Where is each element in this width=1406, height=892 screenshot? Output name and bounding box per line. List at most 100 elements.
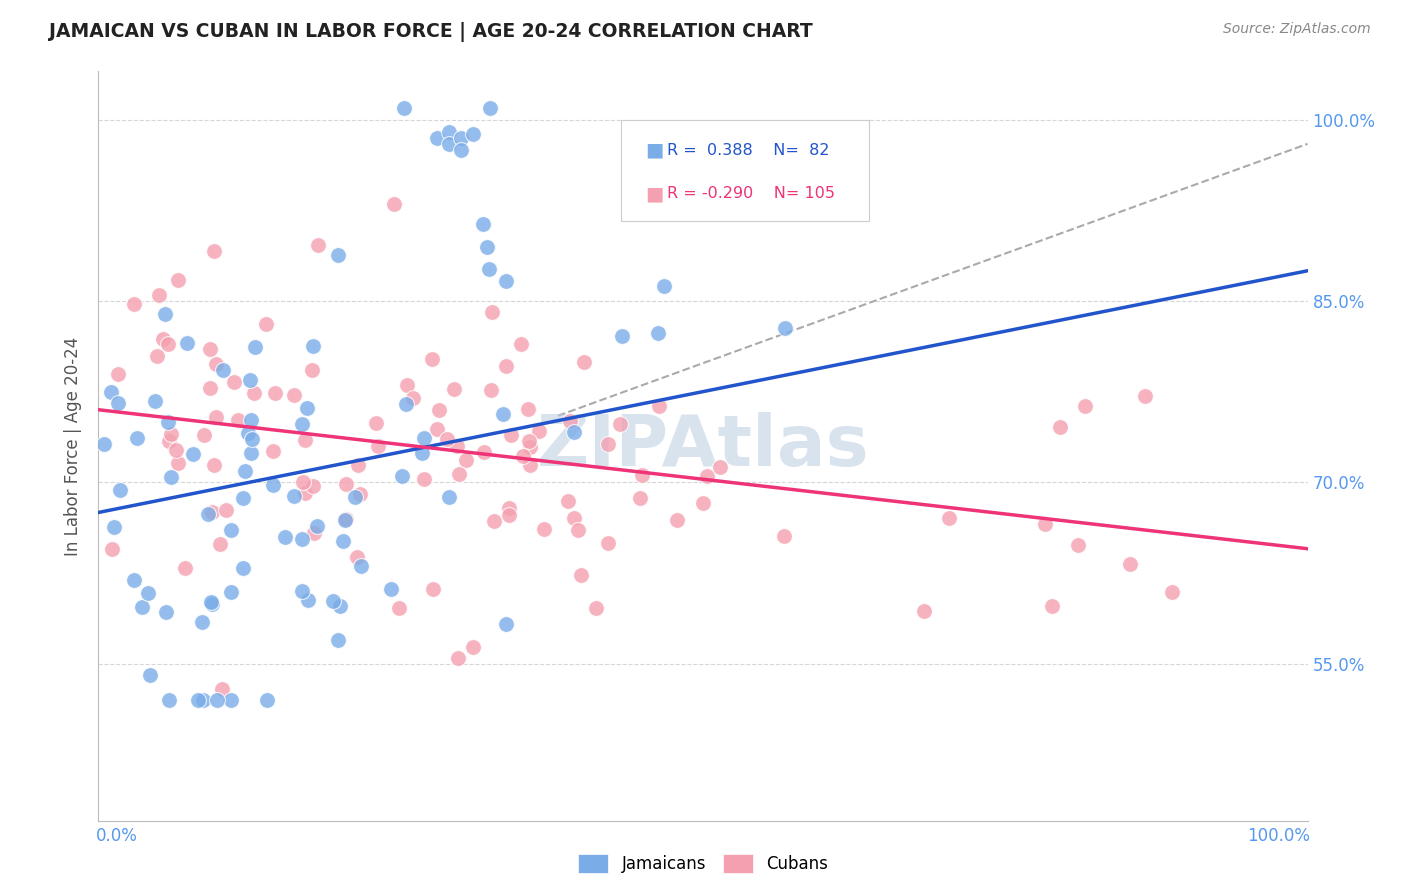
Point (159, 434, 181, 448)
Point (146, 349, 169, 363)
Point (938, 511, 960, 525)
Point (157, 336, 180, 351)
Point (101, 541, 124, 556)
Point (155, 606, 177, 620)
Point (449, 467, 471, 481)
Point (628, 491, 651, 505)
Point (125, 431, 148, 445)
Point (666, 513, 689, 527)
Text: R = -0.290    N= 105: R = -0.290 N= 105 (668, 186, 835, 202)
Point (420, 352, 443, 367)
Point (477, 240, 499, 254)
Text: 100.0%: 100.0% (1247, 827, 1310, 845)
Point (211, 681, 233, 696)
Point (392, 101, 415, 115)
Point (1161, 584, 1184, 599)
Point (193, 427, 215, 442)
Point (166, 443, 188, 458)
Point (510, 337, 533, 351)
Point (157, 415, 180, 429)
Point (456, 453, 478, 467)
Point (914, 604, 936, 618)
Point (388, 601, 411, 615)
Point (479, 383, 502, 397)
Point (495, 359, 517, 373)
Point (283, 489, 305, 503)
Point (482, 514, 505, 528)
Point (201, 597, 224, 611)
Point (136, 586, 159, 600)
Point (395, 397, 418, 411)
Point (232, 561, 254, 575)
Point (122, 573, 145, 587)
Point (461, 640, 484, 654)
Point (219, 693, 242, 707)
Point (450, 131, 472, 145)
Point (122, 296, 145, 310)
Point (413, 431, 436, 445)
Point (202, 458, 225, 472)
Y-axis label: In Labor Force | Age 20-24: In Labor Force | Age 20-24 (65, 336, 83, 556)
Point (630, 467, 652, 482)
Point (1135, 389, 1157, 403)
Point (495, 617, 517, 632)
Point (166, 456, 188, 470)
Point (447, 650, 470, 665)
Point (263, 385, 285, 400)
Point (412, 472, 434, 486)
Point (294, 434, 316, 448)
Point (297, 593, 319, 607)
Point (498, 508, 520, 523)
Point (131, 600, 153, 615)
Point (436, 432, 458, 446)
Point (240, 413, 263, 427)
Point (143, 394, 166, 409)
Point (495, 274, 517, 288)
Text: ■: ■ (645, 141, 664, 160)
Point (226, 413, 249, 427)
Point (512, 449, 534, 463)
Point (204, 410, 226, 425)
Point (426, 131, 449, 145)
Point (481, 305, 503, 319)
Point (585, 600, 607, 615)
Point (367, 439, 389, 453)
Point (652, 278, 675, 293)
Point (157, 693, 180, 707)
Point (219, 585, 242, 599)
Point (527, 424, 550, 438)
Point (202, 244, 225, 258)
Point (262, 443, 284, 458)
Point (446, 439, 468, 453)
Point (343, 490, 366, 504)
Point (557, 494, 579, 508)
Text: R =  0.388    N=  82: R = 0.388 N= 82 (668, 143, 830, 158)
Point (201, 505, 224, 519)
Point (198, 342, 221, 356)
Point (305, 519, 328, 533)
Point (326, 632, 349, 647)
Point (775, 321, 797, 335)
Text: JAMAICAN VS CUBAN IN LABOR FORCE | AGE 20-24 CORRELATION CHART: JAMAICAN VS CUBAN IN LABOR FORCE | AGE 2… (49, 22, 813, 42)
Point (1040, 599, 1063, 613)
Point (291, 417, 314, 431)
Point (103, 520, 125, 534)
Point (205, 357, 228, 371)
Point (322, 594, 344, 608)
Point (596, 437, 619, 451)
Point (239, 372, 262, 386)
Point (191, 693, 214, 707)
Point (472, 217, 495, 231)
Point (139, 668, 162, 682)
Point (307, 238, 329, 252)
Point (437, 490, 460, 504)
Point (437, 125, 460, 139)
Point (1033, 517, 1056, 532)
Point (472, 445, 495, 459)
Point (292, 475, 315, 489)
Point (562, 511, 585, 525)
Point (519, 441, 541, 455)
Point (238, 425, 260, 440)
Point (437, 136, 460, 151)
Point (110, 483, 132, 498)
